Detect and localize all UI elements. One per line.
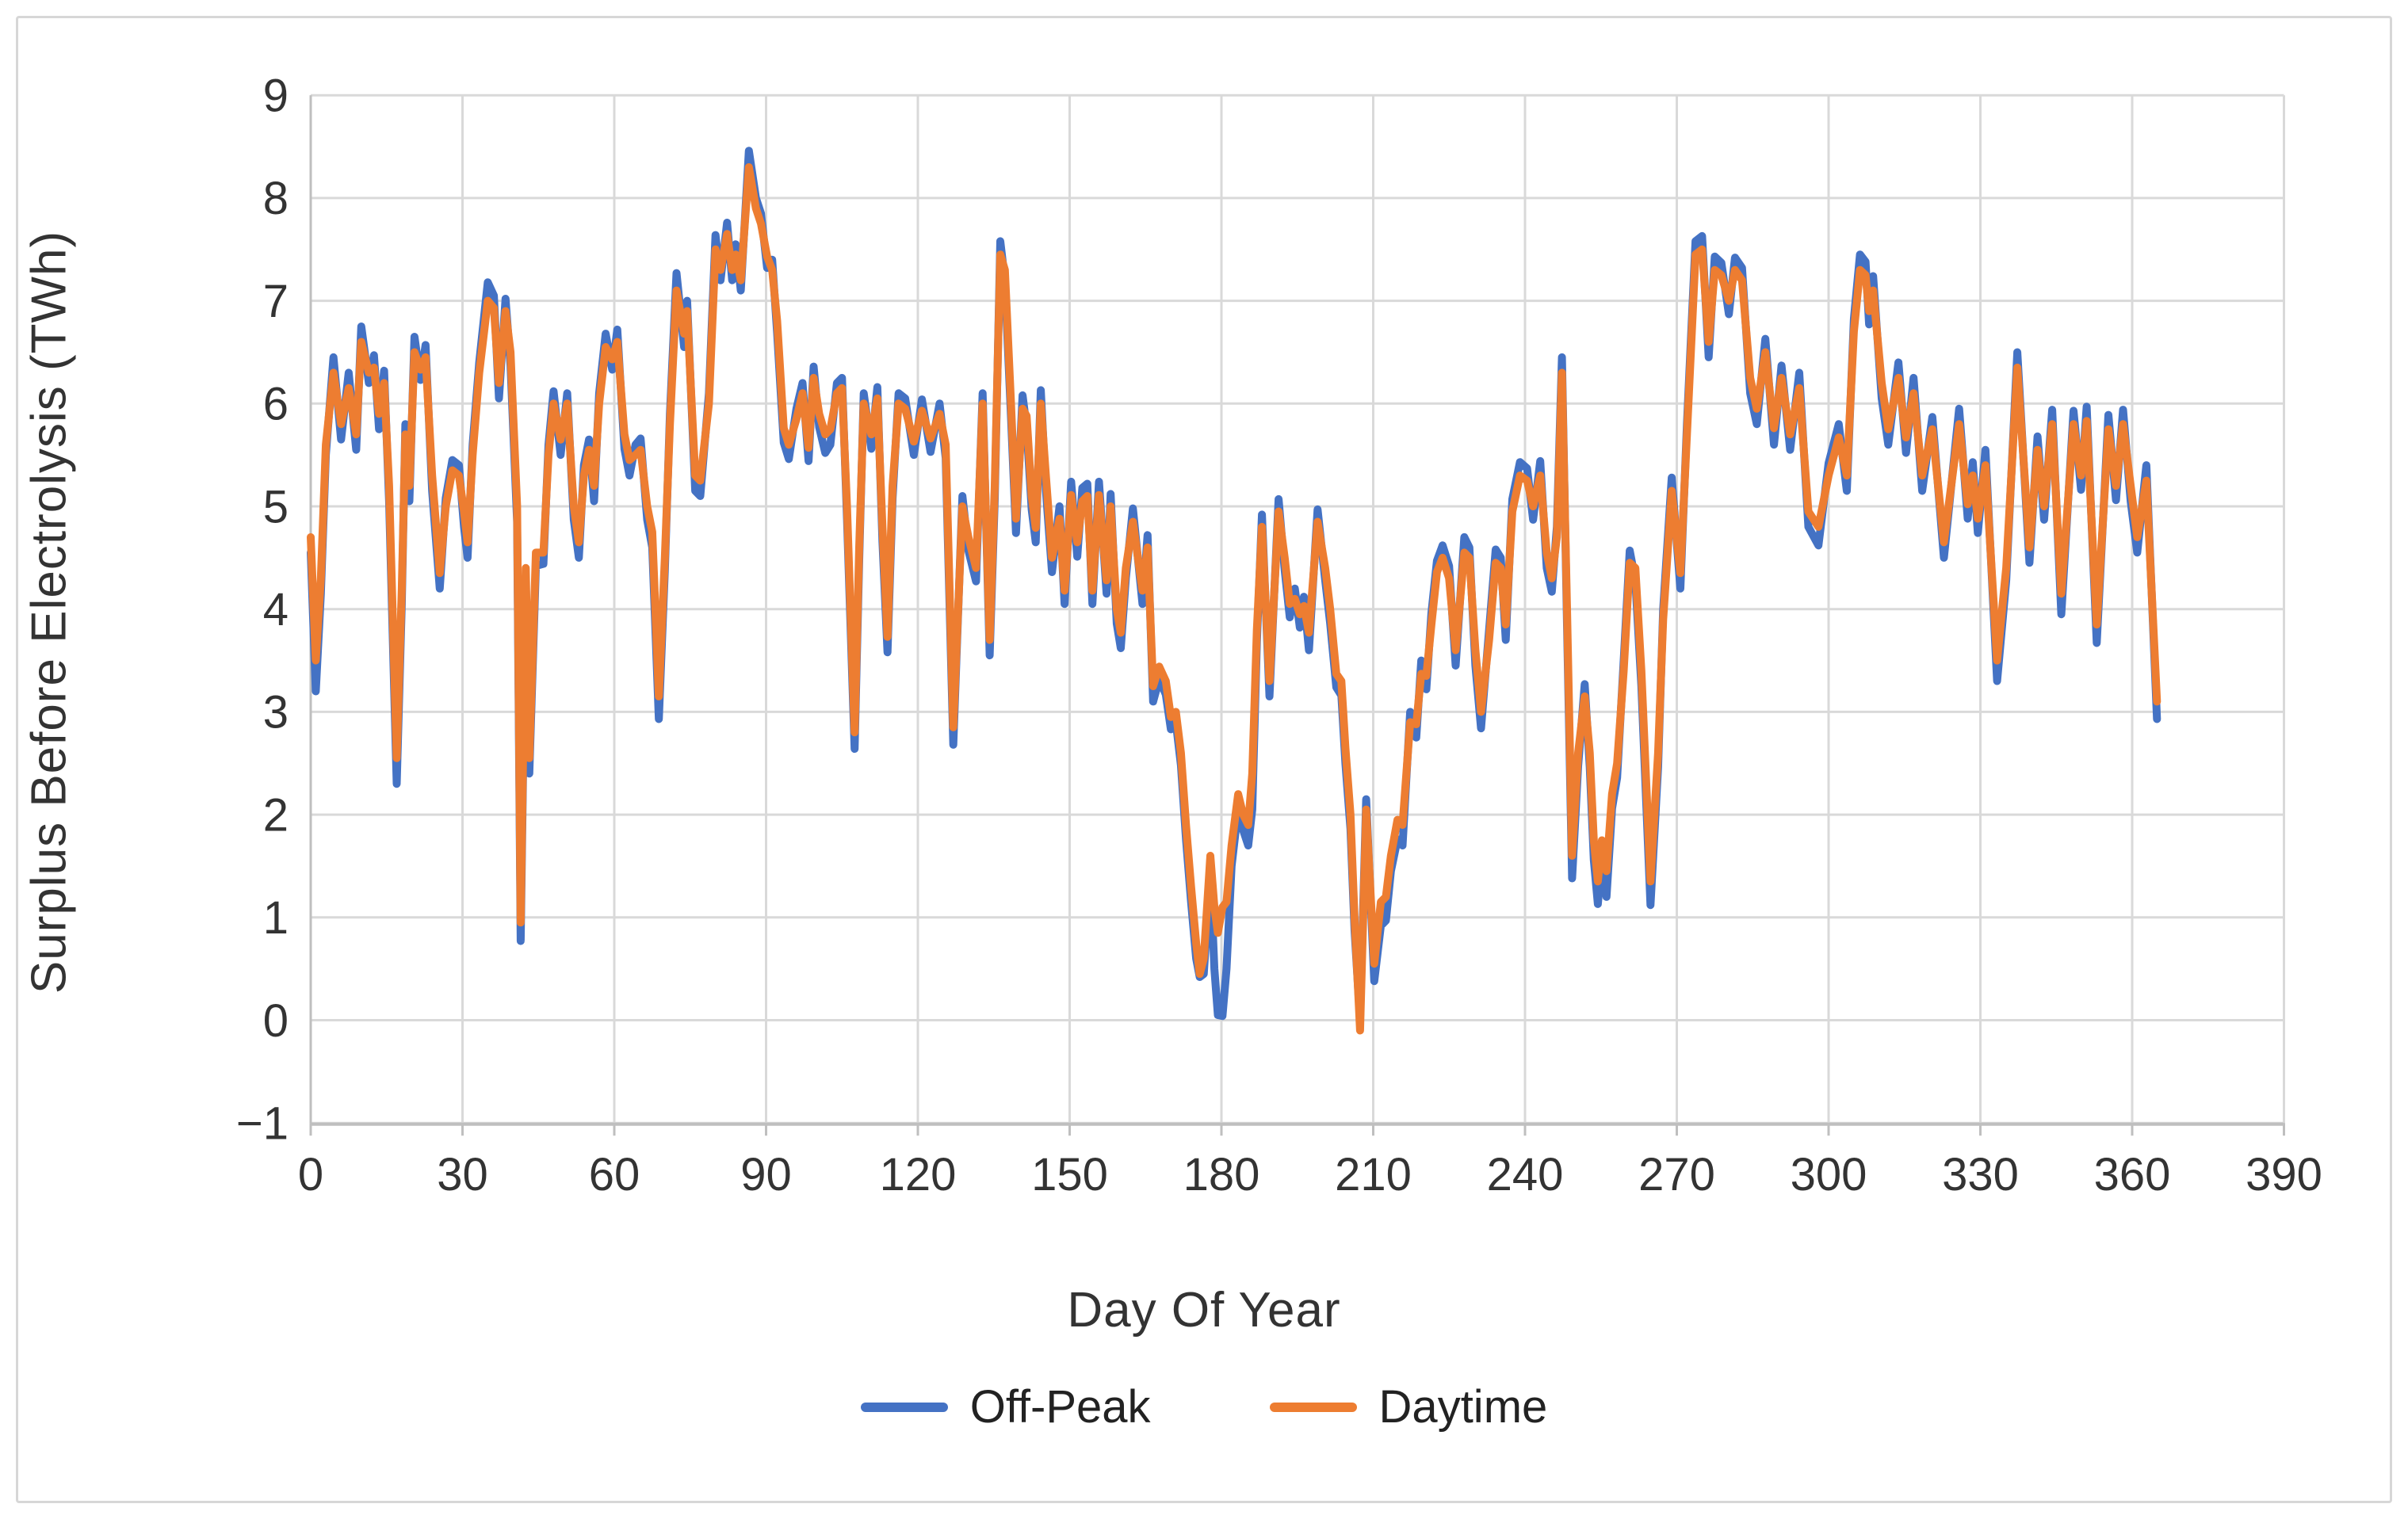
legend: Off-Peak Daytime	[0, 1380, 2408, 1433]
series-line-daytime	[307, 163, 2161, 1035]
x-tick-label: 390	[2246, 1149, 2322, 1200]
offpeak-line-swatch	[860, 1402, 948, 1412]
series-line-off-peak	[307, 147, 2161, 1025]
legend-label-offpeak: Off-Peak	[969, 1381, 1151, 1433]
x-tick-label: 150	[1031, 1149, 1108, 1200]
y-tick-label: 6	[263, 379, 289, 430]
x-tick-label: 270	[1638, 1149, 1715, 1200]
y-tick-label: −1	[236, 1098, 289, 1150]
legend-item-offpeak: Off-Peak	[860, 1380, 1151, 1433]
x-tick-label: 30	[437, 1149, 488, 1200]
y-tick-label: 1	[263, 892, 289, 944]
y-tick-label: 5	[263, 481, 289, 532]
legend-label-daytime: Daytime	[1378, 1381, 1548, 1433]
x-tick-label: 360	[2094, 1149, 2171, 1200]
x-tick-label: 120	[880, 1149, 957, 1200]
figure-border	[16, 16, 2392, 1503]
x-tick-label: 180	[1183, 1149, 1260, 1200]
y-axis-title: Surplus Before Electrolysis (TWh)	[21, 230, 77, 994]
x-tick-label: 90	[740, 1149, 792, 1200]
y-tick-label: 9	[263, 71, 289, 122]
x-tick-label: 60	[589, 1149, 640, 1200]
x-tick-label: 300	[1791, 1149, 1867, 1200]
y-tick-label: 8	[263, 173, 289, 224]
y-tick-label: 0	[263, 995, 289, 1047]
x-tick-label: 210	[1335, 1149, 1412, 1200]
y-tick-label: 4	[263, 584, 289, 635]
y-tick-label: 2	[263, 789, 289, 841]
x-axis-title: Day Of Year	[1067, 1283, 1341, 1338]
x-tick-label: 0	[298, 1149, 323, 1200]
daytime-line-swatch	[1269, 1402, 1357, 1412]
x-tick-label: 240	[1487, 1149, 1564, 1200]
x-tick-label: 330	[1942, 1149, 2019, 1200]
y-tick-label: 7	[263, 276, 289, 327]
legend-item-daytime: Daytime	[1269, 1380, 1548, 1433]
y-tick-label: 3	[263, 687, 289, 739]
